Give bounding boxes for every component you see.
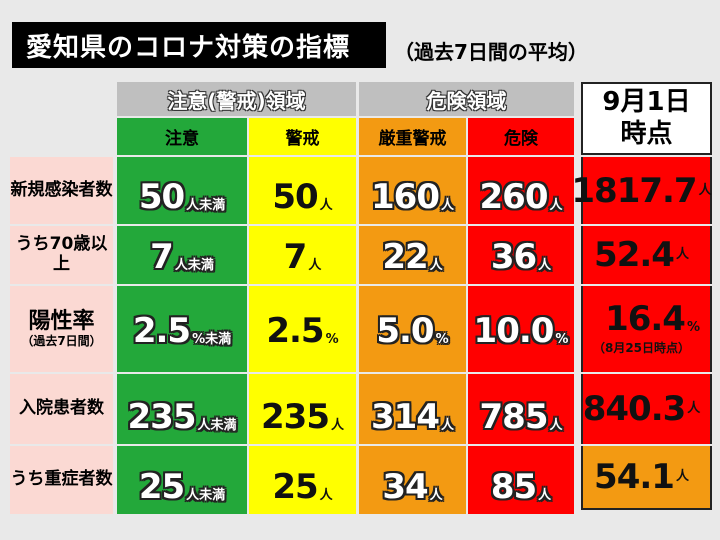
today-date: 9月1日 (602, 87, 691, 118)
today-positivity: 16.4% （8月25日時点） (581, 286, 712, 372)
severe-header: 厳重警戒 (359, 118, 466, 155)
row-label-positivity: 陽性率 （過去7日間） (10, 286, 113, 372)
row-label-over-70: うち70歳以上 (10, 226, 113, 284)
cell-severe-caution: 25 人未満 (117, 446, 247, 514)
danger-header: 危険 (468, 118, 574, 155)
today-hospitalized: 840.3 人 (581, 374, 712, 444)
cell-new-cases-danger: 260 人 (468, 157, 574, 224)
row-label-new-cases: 新規感染者数 (10, 157, 113, 224)
today-label: 時点 (620, 118, 673, 149)
today-positivity-note: （8月25日時点） (592, 341, 691, 355)
cell-severe-severe: 34 人 (359, 446, 466, 514)
cell-positivity-warning: 2.5% (249, 286, 356, 372)
warning-header: 警戒 (249, 118, 356, 155)
today-new-cases: 1817.7 人 (571, 157, 712, 224)
cell-over-70-caution: 7 人未満 (117, 226, 247, 284)
cell-positivity-danger: 10.0% (468, 286, 574, 372)
cell-new-cases-warning: 50 人 (249, 157, 356, 224)
today-over-70: 52.4 人 (581, 226, 712, 284)
cell-positivity-severe: 5.0% (359, 286, 466, 372)
caution-group-header: 注意(警戒)領域 (117, 82, 356, 116)
today-header: 9月1日 時点 (581, 82, 712, 155)
page-title: 愛知県のコロナ対策の指標 (12, 22, 386, 68)
page-subtitle: （過去7日間の平均） (394, 40, 588, 64)
row-label-hospitalized: 入院患者数 (10, 374, 113, 444)
cell-hospitalized-severe: 314 人 (359, 374, 466, 444)
cell-over-70-danger: 36 人 (468, 226, 574, 284)
cell-hospitalized-caution: 235 人未満 (117, 374, 247, 444)
cell-hospitalized-warning: 235 人 (249, 374, 356, 444)
cell-hospitalized-danger: 785 人 (468, 374, 574, 444)
cell-severe-warning: 25 人 (249, 446, 356, 514)
today-severe: 54.1 人 (581, 446, 712, 510)
danger-group-header: 危険領域 (359, 82, 574, 116)
caution-header: 注意 (117, 118, 247, 155)
cell-over-70-severe: 22 人 (359, 226, 466, 284)
cell-positivity-caution: 2.5 %未満 (117, 286, 247, 372)
cell-new-cases-severe: 160 人 (359, 157, 466, 224)
row-label-severe: うち重症者数 (10, 446, 113, 514)
cell-new-cases-caution: 50 人未満 (117, 157, 247, 224)
cell-severe-danger: 85 人 (468, 446, 574, 514)
